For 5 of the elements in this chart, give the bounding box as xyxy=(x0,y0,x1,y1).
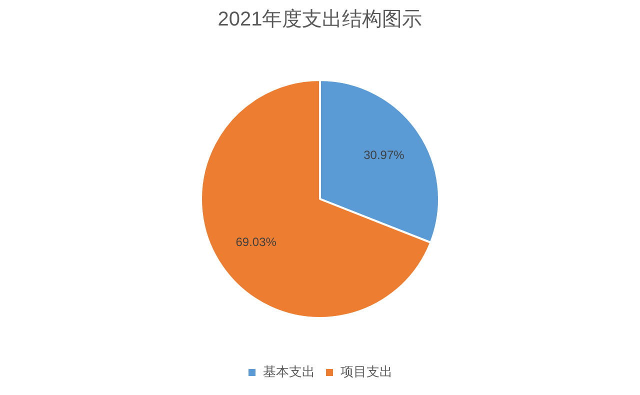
data-label: 69.03% xyxy=(236,234,277,249)
legend-label: 基本支出 xyxy=(263,364,315,380)
legend-label: 项目支出 xyxy=(340,364,392,380)
chart-title: 2021年度支出结构图示 xyxy=(218,8,422,31)
data-label: 30.97% xyxy=(364,148,405,162)
